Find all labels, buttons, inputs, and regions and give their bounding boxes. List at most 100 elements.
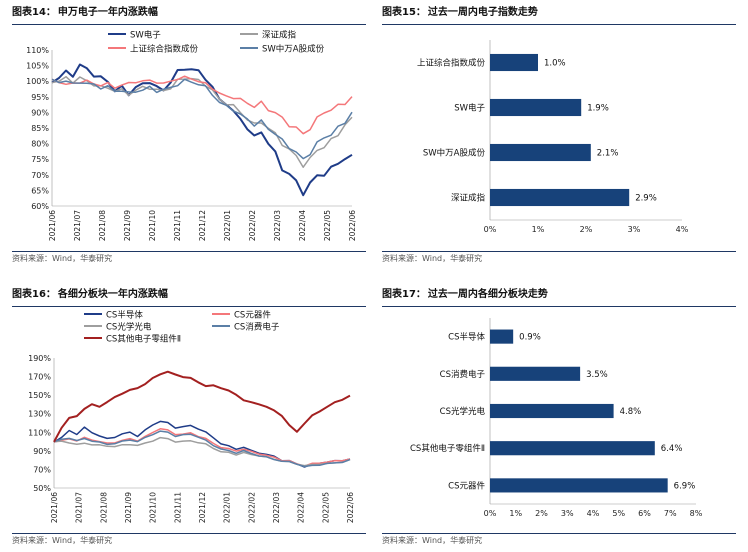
x-tick-label: 1%	[509, 509, 522, 518]
x-tick-label: 6%	[638, 509, 651, 518]
series-line	[51, 78, 353, 160]
category-label: CS半导体	[448, 332, 485, 343]
series-line	[51, 63, 353, 197]
x-tick-label: 5%	[612, 509, 625, 518]
x-tick-label: 2021/11	[173, 492, 182, 523]
source-note: 资料来源：Wind，华泰研究	[12, 251, 366, 266]
y-tick-label: 70%	[31, 171, 49, 180]
category-label: CS光学光电	[440, 406, 486, 417]
x-tick-label: 2022/06	[348, 210, 357, 241]
data-label: 2.9%	[635, 194, 657, 204]
data-label: 0.9%	[519, 333, 541, 343]
x-tick-label: 2022/06	[346, 492, 355, 523]
figure-number: 图表15：	[382, 7, 426, 18]
y-tick-label: 75%	[31, 155, 49, 164]
y-tick-label: 90%	[31, 108, 49, 117]
x-tick-label: 2021/06	[48, 210, 57, 241]
figure-number: 图表16：	[12, 289, 56, 300]
x-tick-label: 2022/02	[247, 492, 256, 523]
legend-label: CS消费电子	[234, 322, 280, 333]
panel-chart-17: 图表17： 过去一周内各细分板块走势 0% 1% 2% 3% 4% 5% 6% 7% 8% CS半导…	[382, 286, 736, 548]
y-tick-label: 110%	[26, 46, 49, 55]
x-tick-label: 2022/02	[248, 210, 257, 241]
bar	[490, 366, 581, 381]
x-tick-label: 1%	[532, 225, 545, 234]
legend-label: SW电子	[130, 30, 161, 41]
bar-chart-weekly-subsectors: 0% 1% 2% 3% 4% 5% 6% 7% 8% CS半导体 0.9% CS消费电子 3.5% CS光…	[410, 318, 703, 518]
panel-title: 图表17： 过去一周内各细分板块走势	[382, 286, 736, 307]
x-tick-label: 2021/07	[73, 210, 82, 241]
y-tick-label: 60%	[31, 202, 49, 211]
panel-chart-14: 图表14： 申万电子一年内涨跌幅 60% 65% 70% 75% 80% 85% 90% 95%…	[12, 4, 366, 266]
x-tick-label: 2021/09	[124, 492, 133, 523]
figure-title: 过去一周内各细分板块走势	[427, 289, 548, 300]
x-tick-label: 0%	[484, 509, 497, 518]
data-label: 6.4%	[661, 444, 683, 454]
bar	[490, 143, 591, 162]
y-tick-label: 110%	[28, 428, 51, 437]
category-label: CS消费电子	[440, 369, 486, 380]
y-tick-label: 130%	[28, 410, 51, 419]
figure-title: 各细分板块一年内涨跌幅	[57, 289, 168, 300]
x-tick-label: 2021/10	[148, 210, 157, 241]
data-label: 4.8%	[620, 407, 642, 417]
y-tick-label: 105%	[26, 62, 49, 71]
x-tick-label: 2022/05	[323, 210, 332, 241]
legend-label: 上证综合指数成份	[130, 44, 199, 55]
category-label: 深证成指	[451, 193, 486, 204]
legend-label: SW中万A股成份	[262, 44, 325, 55]
x-tick-label: 0%	[484, 225, 497, 234]
source-note: 资料来源：Wind，华泰研究	[12, 533, 366, 548]
figure-title: 过去一周内电子指数走势	[427, 7, 538, 18]
x-tick-label: 2021/07	[75, 492, 84, 523]
legend-label: CS半导体	[106, 310, 143, 321]
legend-label: CS其他电子零组件Ⅱ	[106, 334, 181, 345]
x-tick-label: 2021/11	[173, 210, 182, 241]
x-tick-label: 4%	[587, 509, 600, 518]
y-tick-label: 100%	[26, 77, 49, 86]
series-line	[53, 430, 351, 468]
category-label: CS元器件	[448, 480, 485, 491]
category-label: CS其他电子零组件Ⅱ	[410, 443, 485, 454]
y-tick-label: 85%	[31, 124, 49, 133]
panel-title: 图表14： 申万电子一年内涨跌幅	[12, 4, 366, 25]
x-tick-label: 7%	[664, 509, 677, 518]
data-label: 2.1%	[597, 149, 619, 159]
category-label: SW电子	[454, 103, 485, 114]
bar	[490, 329, 514, 344]
x-tick-label: 2021/08	[99, 492, 108, 523]
y-tick-label: 170%	[28, 373, 51, 382]
line-chart-sw-electronics: 60% 65% 70% 75% 80% 85% 90% 95% 100% 105% 110% 2021…	[26, 30, 357, 242]
x-tick-label: 2022/04	[297, 492, 306, 523]
figure-title: 申万电子一年内涨跌幅	[57, 7, 158, 18]
series-line	[51, 75, 353, 135]
bar	[490, 478, 668, 493]
bar-chart-weekly-index: 0% 1% 2% 3% 4% 上证综合指数成份 1.0% SW电子 1.9% SW中万A股成份 2.…	[417, 40, 689, 234]
x-tick-label: 3%	[628, 225, 641, 234]
x-tick-label: 2022/01	[223, 210, 232, 241]
y-tick-label: 50%	[33, 484, 51, 493]
bar	[490, 441, 655, 456]
series-line	[51, 75, 353, 168]
y-tick-label: 190%	[28, 354, 51, 363]
x-tick-label: 2021/06	[50, 492, 59, 523]
data-label: 1.9%	[587, 104, 609, 114]
x-tick-label: 2021/12	[198, 492, 207, 523]
y-tick-label: 95%	[31, 93, 49, 102]
y-tick-label: 70%	[33, 465, 51, 474]
figure-number: 图表14：	[12, 7, 56, 18]
y-tick-label: 65%	[31, 186, 49, 195]
data-label: 3.5%	[586, 370, 608, 380]
bar	[490, 98, 582, 117]
panel-title: 图表15： 过去一周内电子指数走势	[382, 4, 736, 25]
panel-chart-15: 图表15： 过去一周内电子指数走势 0% 1% 2% 3% 4% 上证综合指数成份 1.0% S…	[382, 4, 736, 266]
x-tick-label: 2022/03	[273, 210, 282, 241]
y-tick-label: 90%	[33, 447, 51, 456]
series-line	[53, 370, 351, 443]
data-label: 6.9%	[674, 481, 696, 491]
x-tick-label: 2022/03	[272, 492, 281, 523]
panel-title: 图表16： 各细分板块一年内涨跌幅	[12, 286, 366, 307]
panel-chart-16: 图表16： 各细分板块一年内涨跌幅 50% 70% 90% 110% 130% 150% 17…	[12, 286, 366, 548]
series-line	[53, 428, 351, 467]
figure-number: 图表17：	[382, 289, 426, 300]
